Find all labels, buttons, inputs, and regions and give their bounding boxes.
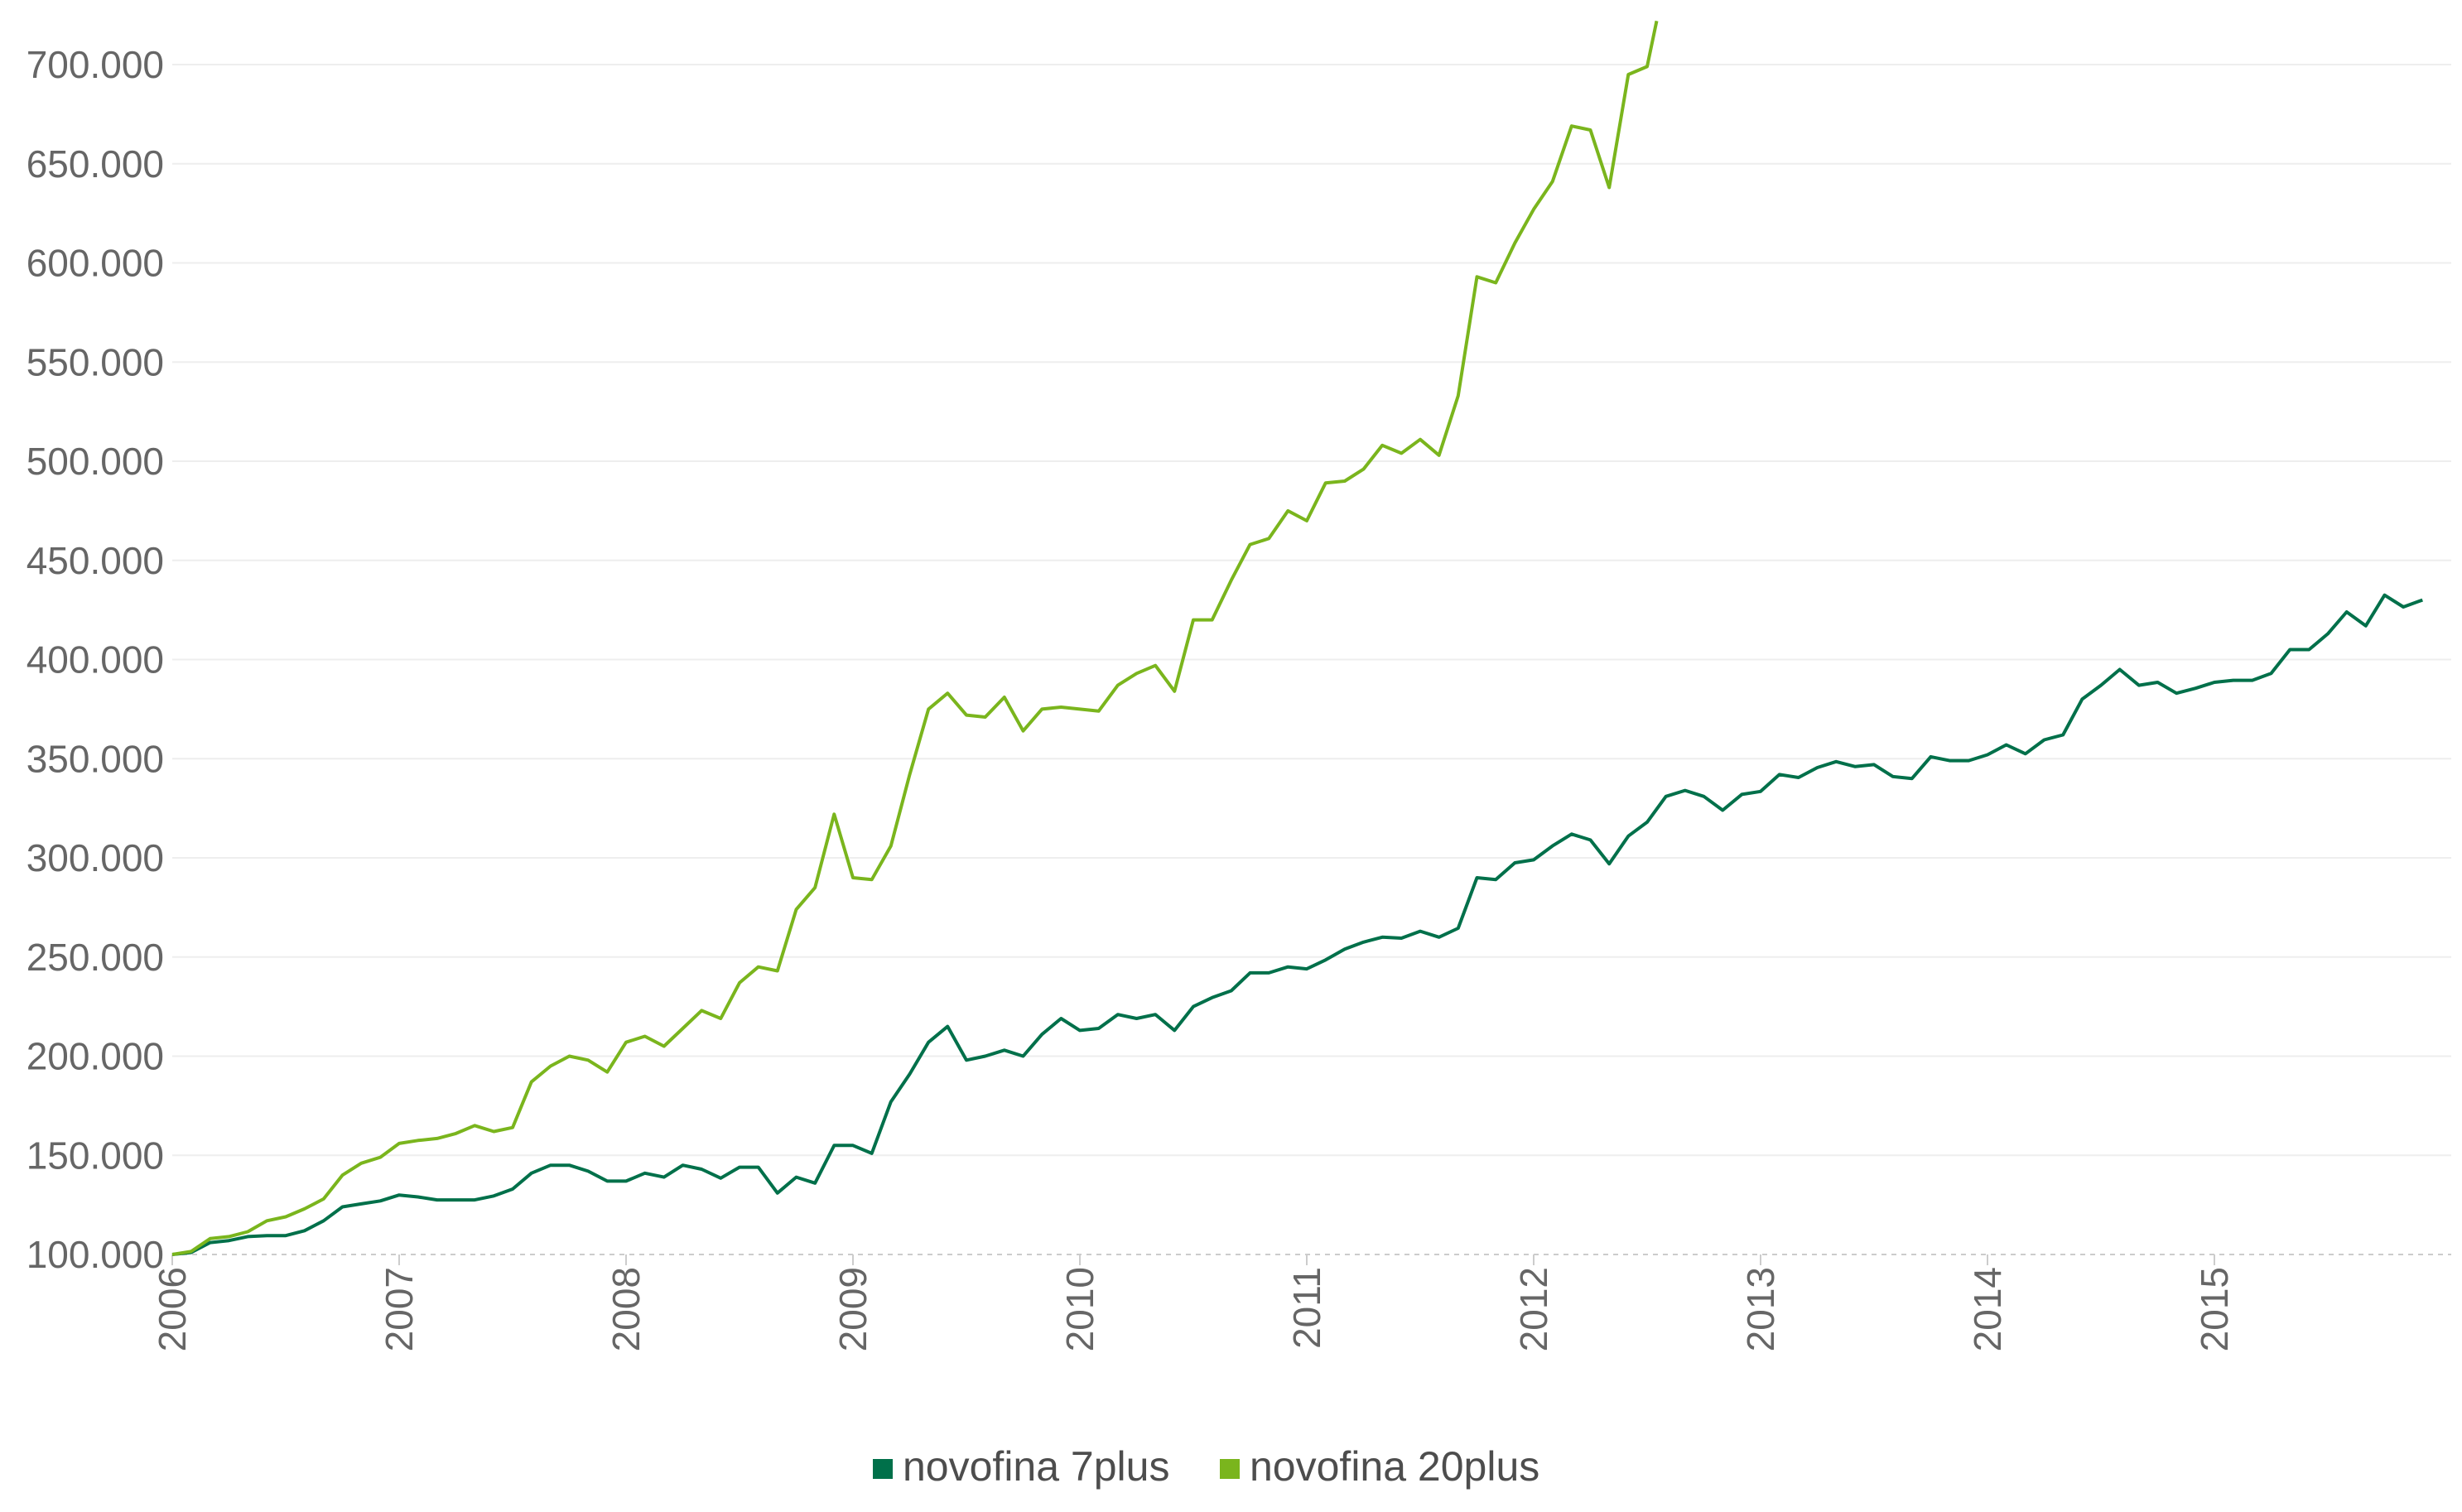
legend-swatch — [1220, 1459, 1240, 1479]
y-tick-label: 450.000 — [26, 539, 164, 582]
x-tick-label: 2015 — [2193, 1267, 2236, 1351]
y-tick-label: 500.000 — [26, 440, 164, 483]
y-tick-label: 100.000 — [26, 1233, 164, 1276]
x-tick-label: 2008 — [605, 1267, 648, 1351]
x-tick-label: 2011 — [1285, 1267, 1328, 1349]
y-tick-label: 550.000 — [26, 340, 164, 383]
gridlines — [172, 64, 2451, 1255]
legend-swatch — [873, 1459, 893, 1479]
x-tick-label: 2009 — [831, 1267, 874, 1351]
legend: novofina 7plus novofina 20plus — [873, 1443, 1539, 1490]
x-tick-label: 2012 — [1512, 1267, 1555, 1351]
series-lines — [171, 20, 2423, 1256]
y-tick-label: 650.000 — [26, 142, 164, 185]
y-axis: 100.000 150.000 200.000 250.000 300.000 350.0… — [26, 43, 164, 1276]
y-tick-label: 200.000 — [26, 1035, 164, 1078]
y-tick-label: 700.000 — [26, 43, 164, 86]
series-line-7plus — [171, 593, 2423, 1256]
x-tick-label: 2006 — [151, 1267, 194, 1351]
x-tick-label: 2007 — [378, 1267, 421, 1351]
series-line-20plus — [171, 20, 1659, 1256]
x-tick-label: 2014 — [1966, 1267, 2009, 1351]
x-tick-label: 2010 — [1058, 1267, 1101, 1351]
x-axis: 2006 2007 2008 2009 2010 2011 2012 2013 2014 2015 — [151, 1254, 2236, 1351]
y-tick-label: 150.000 — [26, 1134, 164, 1177]
y-tick-label: 350.000 — [26, 737, 164, 780]
y-tick-label: 300.000 — [26, 836, 164, 879]
x-tick-label: 2013 — [1739, 1267, 1782, 1351]
y-tick-label: 600.000 — [26, 242, 164, 285]
y-tick-label: 400.000 — [26, 638, 164, 681]
y-tick-label: 250.000 — [26, 936, 164, 979]
legend-label: novofina 7plus — [903, 1443, 1169, 1490]
legend-label: novofina 20plus — [1250, 1443, 1539, 1490]
